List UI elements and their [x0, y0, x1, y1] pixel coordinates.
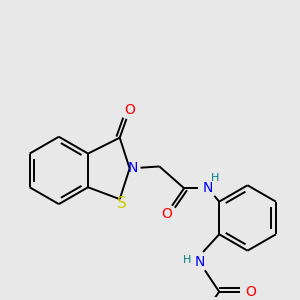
- Text: H: H: [211, 173, 219, 183]
- Text: N: N: [194, 255, 205, 269]
- Text: O: O: [245, 285, 256, 299]
- Text: H: H: [183, 255, 192, 265]
- Text: N: N: [128, 161, 138, 176]
- Text: O: O: [161, 207, 172, 221]
- Text: S: S: [117, 196, 127, 211]
- Text: N: N: [203, 181, 213, 195]
- Text: O: O: [124, 103, 135, 117]
